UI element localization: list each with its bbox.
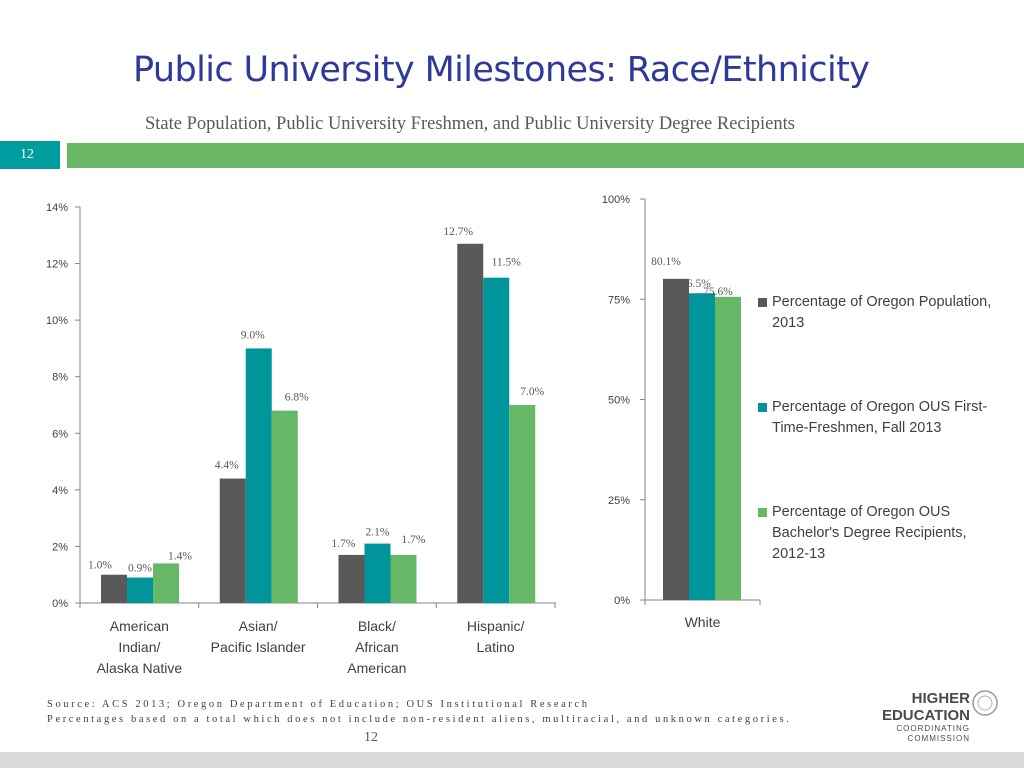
data-label: 11.5% [492,257,522,269]
logo-text-line: EDUCATION [881,707,970,724]
data-label: 1.7% [402,534,426,546]
data-label: 76.5% [681,278,711,290]
logo-text-line: COORDINATING [896,724,970,733]
bar [101,574,127,603]
header-band [67,143,1024,168]
data-label: 2.1% [366,527,390,539]
x-category-label: American [347,660,406,676]
x-category-label: Black/ [358,618,396,634]
y-tick-label: 0% [52,598,68,610]
legend-label-population: Percentage of Oregon Population, 2013 [772,294,992,331]
page-number: 12 [364,730,378,745]
source-line: Source: ACS 2013; Oregon Department of E… [47,699,590,710]
logo-text-line: COMMISSION [907,734,970,743]
legend-swatch-freshmen [758,403,767,412]
x-category-label: African [355,639,399,655]
bar [271,410,298,603]
y-tick-label: 2% [52,541,68,553]
y-tick-label: 10% [46,315,68,327]
data-label: 7.0% [520,386,544,398]
data-label: 75.6% [703,286,733,298]
legend-swatch-degree-recipients [758,508,767,517]
bar [245,348,272,603]
bar [153,563,179,603]
source-note: Source: ACS 2013; Oregon Department of E… [47,697,791,727]
data-label: 12.7% [443,226,473,238]
legend-swatch-population [758,298,767,307]
legend-label-degree-recipients: Percentage of Oregon OUS Bachelor's Degr… [772,504,967,562]
data-label: 1.0% [88,560,112,572]
y-tick-label: 12% [46,259,68,271]
bar [457,243,484,603]
data-label: 9.0% [241,329,265,341]
data-label: 0.9% [128,563,152,575]
logo-text-line: HIGHER [911,690,970,707]
bar [689,293,715,600]
y-tick-label: 100% [602,194,630,206]
y-tick-label: 14% [46,202,68,214]
bar [127,577,153,603]
oregon-seal-icon [972,690,998,716]
data-label: 1.7% [332,538,356,550]
bar [390,554,417,603]
y-tick-label: 0% [614,595,630,607]
bar [338,554,365,603]
bar [483,277,510,603]
y-tick-label: 8% [52,372,68,384]
page-title: Public University Milestones: Race/Ethni… [133,50,870,90]
x-category-label: Asian/ [239,618,278,634]
bar [509,405,536,603]
bar [715,296,741,600]
x-category-label: Pacific Islander [211,639,306,655]
bar [219,478,246,603]
y-tick-label: 6% [52,428,68,440]
higher-education-coordinating-commission-logo: HIGHER EDUCATION COORDINATING COMMISSION [882,686,998,744]
x-category-label: Alaska Native [97,660,183,676]
source-footnote: Percentages based on a total which does … [47,714,792,725]
data-label: 1.4% [168,550,192,562]
y-tick-label: 25% [608,495,630,507]
y-tick-label: 4% [52,485,68,497]
bar [663,278,689,600]
bar [364,543,391,603]
x-category-label: Hispanic/ [467,618,525,634]
y-tick-label: 50% [608,395,630,407]
x-category-label: White [685,614,721,630]
x-category-label: Latino [477,639,515,655]
y-tick-label: 75% [608,294,630,306]
x-category-label: American [110,618,169,634]
data-label: 6.8% [285,392,309,404]
footer-bar [0,752,1024,768]
data-label: 4.4% [215,460,239,472]
slide-number-badge: 12 [0,141,60,169]
page-subtitle: State Population, Public University Fres… [145,114,795,134]
data-label: 80.1% [651,256,681,268]
x-category-label: Indian/ [118,639,160,655]
legend-label-freshmen: Percentage of Oregon OUS First-Time-Fres… [772,399,988,436]
